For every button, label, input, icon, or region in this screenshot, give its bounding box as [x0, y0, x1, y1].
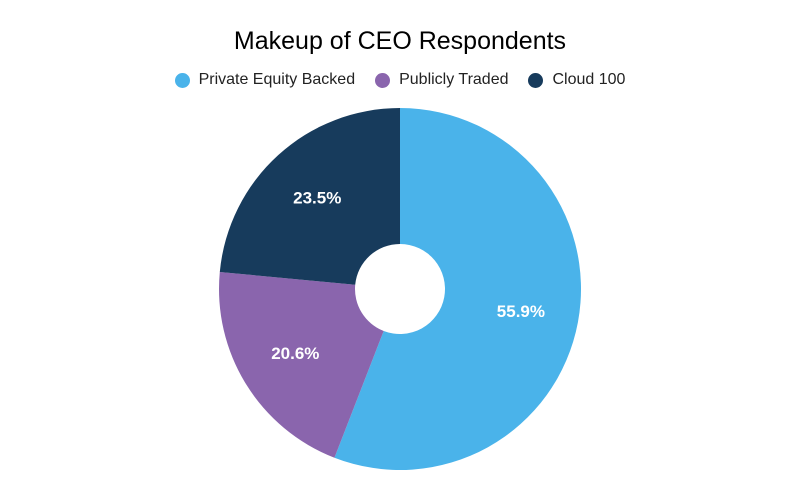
legend-label-cloud-100: Cloud 100 [552, 71, 626, 88]
slice-cloud-100[interactable] [219, 108, 400, 285]
slice-publicly-traded[interactable] [219, 271, 384, 458]
legend-swatch-cloud-100 [528, 72, 544, 88]
legend-item-private-equity[interactable]: Private Equity Backed [174, 71, 356, 89]
legend-label-publicly-traded: Publicly Traded [399, 71, 509, 88]
slices-group [219, 108, 582, 471]
chart-title: Makeup of CEO Respondents [233, 27, 567, 55]
legend-swatch-publicly-traded [375, 72, 391, 88]
slice-label-publicly-traded: 20.6% [271, 344, 319, 363]
slice-private-equity[interactable] [334, 108, 582, 471]
slice-labels-group: 55.9% 20.6% 23.5% [271, 189, 545, 364]
legend-swatch-private-equity [174, 72, 190, 88]
legend-label-private-equity: Private Equity Backed [198, 71, 356, 88]
legend-item-cloud-100[interactable]: Cloud 100 [528, 71, 625, 89]
slice-label-cloud-100: 23.5% [293, 189, 341, 208]
legend-item-publicly-traded[interactable]: Publicly Traded [375, 71, 508, 89]
chart-legend: Private Equity Backed Publicly Traded Cl… [0, 71, 800, 89]
slice-label-private-equity: 55.9% [497, 302, 545, 321]
